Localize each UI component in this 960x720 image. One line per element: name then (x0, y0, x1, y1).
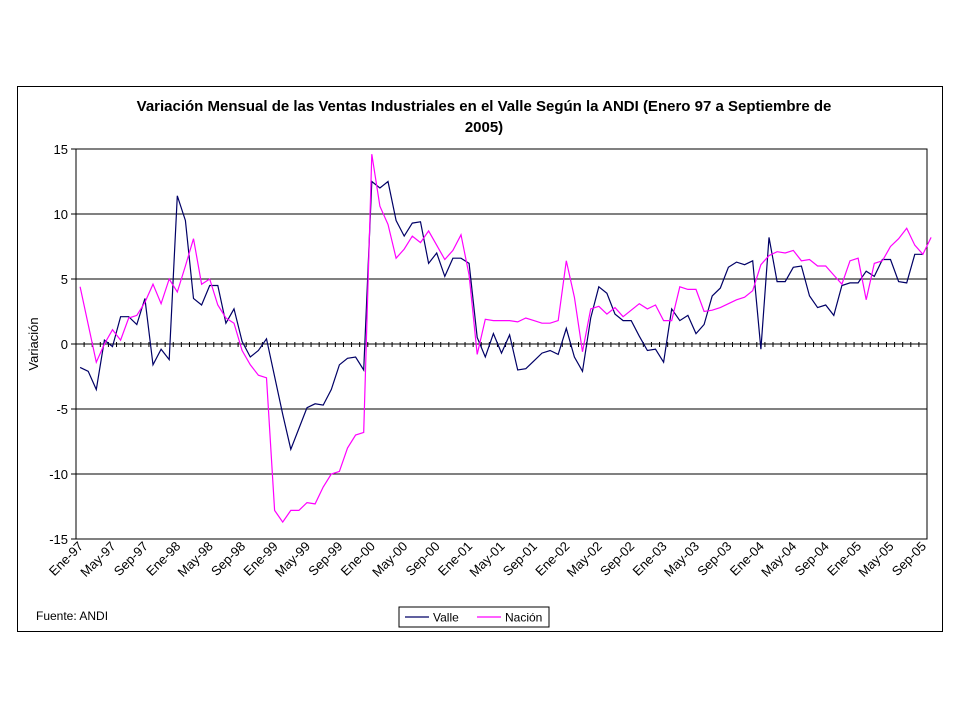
y-tick-label: -5 (56, 402, 68, 417)
chart-frame: Variación Mensual de las Ventas Industri… (17, 86, 943, 632)
gridlines (76, 213, 927, 475)
chart-title: Variación Mensual de las Ventas Industri… (137, 98, 832, 136)
x-tick-label: May-99 (272, 539, 313, 580)
source-note: Fuente: ANDI (36, 609, 108, 623)
y-tick-label: 0 (61, 337, 68, 352)
y-tick-label: -10 (49, 467, 68, 482)
x-tick-label: May-03 (661, 539, 702, 580)
x-tick-label: Sep-02 (597, 539, 637, 579)
x-axis-zero-line (75, 342, 928, 347)
y-tick-label: 5 (61, 272, 68, 287)
x-tick-label: Sep-98 (208, 539, 248, 579)
x-tick-label: Sep-04 (792, 539, 832, 579)
x-tick-label: Sep-05 (889, 539, 929, 579)
y-axis-ticks: 15 10 5 0 -5 -10 -15 (49, 142, 76, 547)
x-tick-label: Sep-00 (403, 539, 443, 579)
y-tick-label: -15 (49, 532, 68, 547)
x-tick-label: May-98 (175, 539, 216, 580)
legend-label: Valle (433, 611, 459, 625)
legend-label: Nación (505, 611, 542, 625)
series-lines (79, 154, 932, 524)
x-axis-tick-labels: Ene-97May-97Sep-97Ene-98May-98Sep-98Ene-… (46, 539, 929, 580)
chart-title-line-1: Variación Mensual de las Ventas Industri… (137, 98, 832, 115)
x-tick-label: May-04 (758, 539, 799, 580)
x-tick-label: May-05 (855, 539, 896, 580)
series-line-nacin (79, 154, 932, 524)
x-tick-label: May-00 (369, 539, 410, 580)
x-tick-label: Sep-01 (500, 539, 540, 579)
x-tick-label: Sep-99 (305, 539, 345, 579)
x-tick-label: Sep-03 (694, 539, 734, 579)
y-tick-label: 10 (54, 207, 68, 222)
line-chart: Variación Mensual de las Ventas Industri… (26, 98, 932, 628)
x-tick-label: May-97 (77, 539, 118, 580)
x-tick-label: Sep-97 (111, 539, 151, 579)
chart-title-line-2: 2005) (465, 119, 503, 136)
y-axis-label: Variación (26, 317, 41, 370)
series-line-valle (79, 180, 923, 452)
y-tick-label: 15 (54, 142, 68, 157)
x-tick-label: May-01 (466, 539, 507, 580)
legend-box (398, 606, 550, 628)
legend: Valle Nación (398, 606, 550, 628)
x-tick-label: May-02 (564, 539, 605, 580)
